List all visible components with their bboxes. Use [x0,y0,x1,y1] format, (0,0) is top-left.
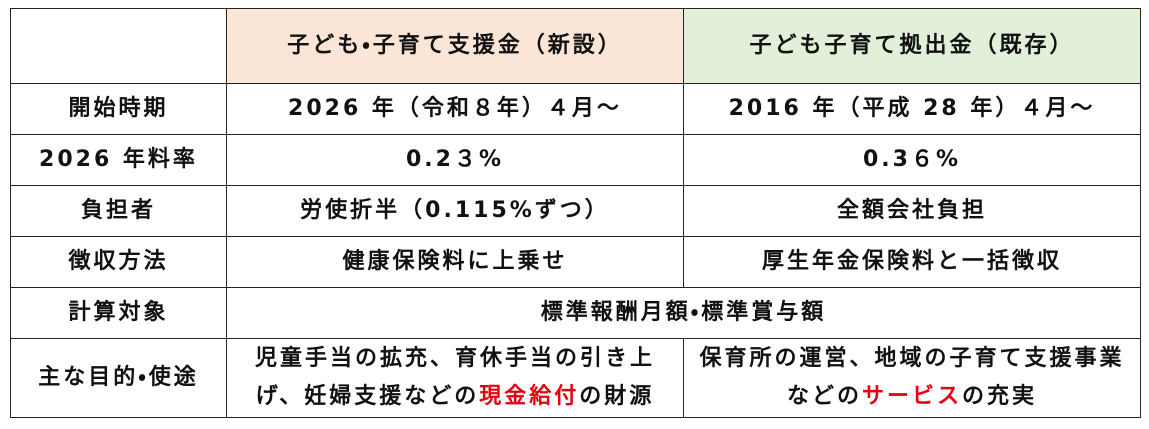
table-cell: 0.3６% [683,134,1141,186]
row-label: 2026 年料率 [10,134,227,186]
table-cell: 児童手当の拡充、育休手当の引き上げ、妊婦支援などの現金給付の財源 [226,338,684,418]
table-cell: 厚生年金保険料と一括徴収 [683,236,1141,288]
table-cell: 全額会社負担 [683,185,1141,237]
column-header: 子ども・子育て支援金（新設） [226,8,684,84]
corner-cell [10,8,227,84]
table-cell: 労使折半（0.115%ずつ） [226,185,684,237]
column-header: 子ども子育て拠出金（既存） [683,8,1141,84]
table-cell: 標準報酬月額・標準賞与額 [226,287,1141,339]
table-cell: 2026 年（令和８年）４月～ [226,83,684,135]
highlight-text: サービス [861,384,962,409]
cell-text: の充実 [962,384,1038,409]
table-cell: 2016 年（平成 28 年）４月～ [683,83,1141,135]
cell-text: 児童手当の拡充、育休手当の引き上げ、妊婦支援などの [254,346,655,409]
highlight-text: 現金給付 [479,384,580,409]
cell-text: の財源 [579,384,655,409]
table-row: 開始時期 2026 年（令和８年）４月～ 2016 年（平成 28 年）４月～ [10,83,1141,135]
cell-text: 保育所の運営、地域の子育て支援事業などの [699,346,1125,409]
row-label: 開始時期 [10,83,227,135]
comparison-table: 子ども・子育て支援金（新設） 子ども子育て拠出金（既存） 開始時期 2026 年（令和… [10,8,1141,418]
table-cell: 健康保険料に上乗せ [226,236,684,288]
table-row: 計算対象 標準報酬月額・標準賞与額 [10,287,1141,339]
table-row: 主な目的・使途 児童手当の拡充、育休手当の引き上げ、妊婦支援などの現金給付の財源保… [10,338,1141,418]
row-label: 徴収方法 [10,236,227,288]
table-row: 2026 年料率 0.2３% 0.3６% [10,134,1141,186]
table-cell: 保育所の運営、地域の子育て支援事業などのサービスの充実 [683,338,1141,418]
row-label: 主な目的・使途 [10,338,227,418]
row-label: 負担者 [10,185,227,237]
table-row: 負担者 労使折半（0.115%ずつ） 全額会社負担 [10,185,1141,237]
header-row: 子ども・子育て支援金（新設） 子ども子育て拠出金（既存） [10,8,1141,84]
row-label: 計算対象 [10,287,227,339]
table-row: 徴収方法 健康保険料に上乗せ 厚生年金保険料と一括徴収 [10,236,1141,288]
table-cell: 0.2３% [226,134,684,186]
